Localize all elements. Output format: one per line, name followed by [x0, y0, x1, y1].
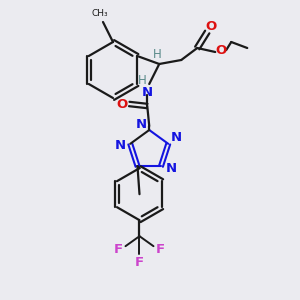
Text: F: F	[156, 243, 165, 256]
Text: N: N	[136, 118, 147, 130]
Text: F: F	[135, 256, 144, 269]
Text: N: N	[165, 162, 177, 175]
Text: H: H	[138, 74, 147, 86]
Text: N: N	[171, 131, 182, 144]
Text: N: N	[142, 85, 153, 98]
Text: O: O	[216, 44, 227, 58]
Text: O: O	[117, 98, 128, 110]
Text: CH₃: CH₃	[92, 10, 108, 19]
Text: H: H	[153, 49, 162, 62]
Text: N: N	[115, 139, 126, 152]
Text: O: O	[206, 20, 217, 32]
Text: F: F	[114, 243, 123, 256]
